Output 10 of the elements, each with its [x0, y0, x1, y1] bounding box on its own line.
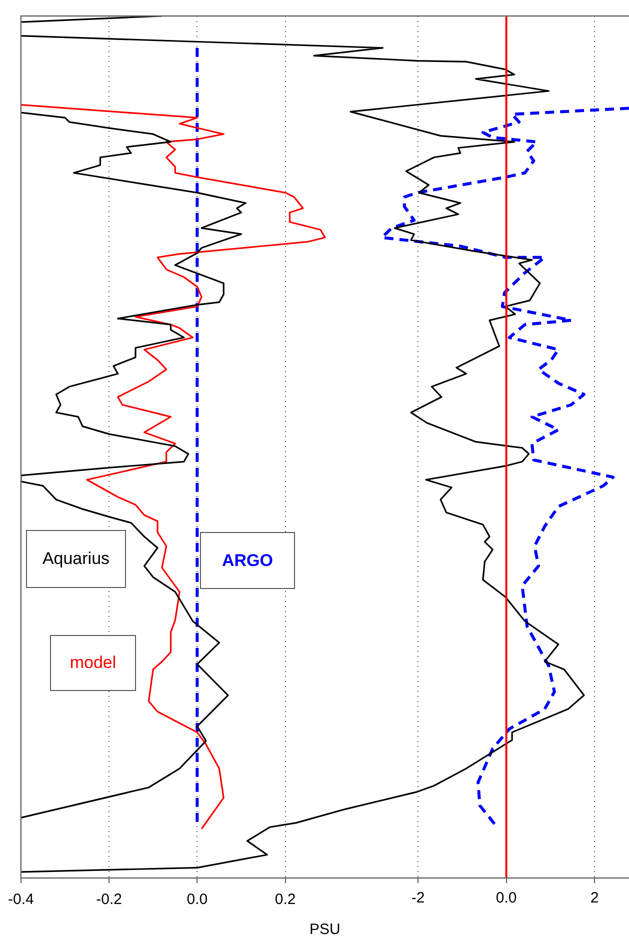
series-label: ARGO: [200, 532, 295, 589]
x2-tick-label: -2: [411, 890, 425, 907]
x2-tick-label: 2: [590, 890, 599, 907]
x-tick-label: 0.0: [186, 891, 208, 908]
x-tick-label: -0.4: [8, 891, 34, 908]
x-tick-label: -0.2: [96, 891, 122, 908]
x-axis-title: PSU: [310, 921, 340, 938]
text: model: [50, 635, 136, 691]
series-label: Aquarius: [26, 530, 126, 588]
x-tick-label: 0.2: [274, 891, 296, 908]
